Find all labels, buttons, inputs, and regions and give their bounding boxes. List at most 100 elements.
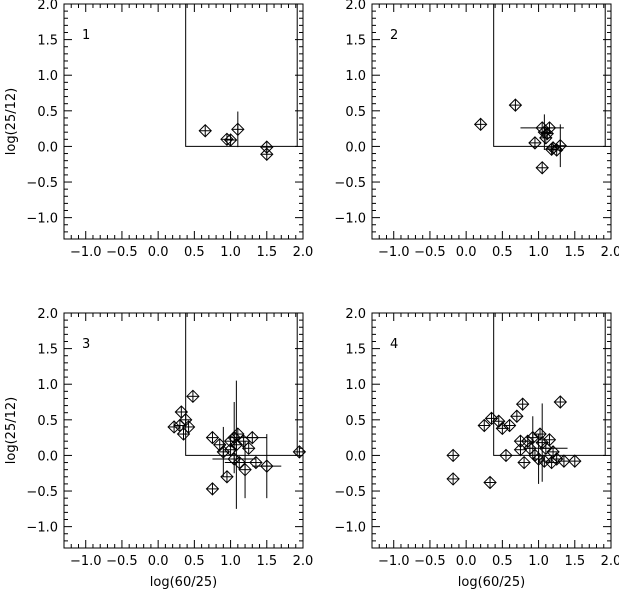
plot-frame: [371, 3, 612, 240]
x-tick-label: 1.0: [528, 554, 549, 569]
data-point: [446, 448, 460, 463]
data-point: [238, 441, 252, 499]
x-tick-label: 1.5: [564, 554, 585, 569]
data-point: [229, 380, 244, 509]
data-point: [510, 409, 524, 423]
data-point: [473, 117, 488, 132]
data-point: [546, 445, 560, 459]
x-tick-label: 0.0: [148, 245, 169, 260]
y-tick-label: 1.5: [345, 343, 366, 358]
selection-box: [185, 313, 298, 456]
data-point: [537, 114, 552, 150]
x-axis-label: log(60/25): [458, 575, 525, 590]
data-point: [231, 111, 245, 148]
x-tick-label: 0.5: [184, 245, 205, 260]
y-tick-label: 0.0: [345, 449, 366, 464]
data-point: [186, 389, 200, 404]
x-tick-label: 0.0: [456, 554, 477, 569]
x-tick-label: 1.5: [256, 554, 277, 569]
x-tick-label: −1.0: [70, 245, 102, 260]
data-point: [508, 98, 523, 112]
data-point: [446, 472, 460, 486]
data-point: [205, 430, 220, 445]
plot-frame: [371, 312, 612, 549]
x-tick-label: 2.0: [601, 554, 619, 569]
panel-2: −1.0 −0.5 0.0 0.5 1.0 1.5 2.0 −1.0 −0.5 0.0 0.5 1.0…: [334, 0, 619, 260]
y-tick-label: 2.0: [37, 0, 58, 13]
data-point: [528, 448, 542, 463]
selection-box: [493, 4, 606, 147]
y-tick-label: 1.0: [37, 378, 58, 393]
panel-label: 2: [390, 28, 398, 43]
y-tick-label: 0.0: [345, 140, 366, 155]
y-axis-label: log(25/12): [4, 88, 19, 155]
data-point: [216, 426, 231, 477]
panel-4: −1.0 −0.5 0.0 0.5 1.0 1.5 2.0 −1.0 −0.5 0.0 0.5 1.0…: [334, 307, 619, 590]
selection-box: [493, 313, 606, 456]
plot-frame: [63, 3, 304, 240]
data-point: [198, 124, 212, 138]
x-tick-label: 0.5: [492, 554, 513, 569]
plot-frame: [63, 312, 304, 549]
x-tick-label: 0.5: [184, 554, 205, 569]
y-tick-label: 1.5: [37, 34, 58, 49]
data-point: [524, 441, 568, 456]
data-point: [477, 418, 491, 433]
y-tick-label: −1.0: [26, 521, 58, 536]
data-point: [176, 427, 191, 441]
selection-box: [185, 4, 298, 147]
data-point: [492, 414, 506, 428]
x-tick-label: −0.5: [106, 554, 138, 569]
panel-1: −1.0 −0.5 0.0 0.5 1.0 1.5 2.0 −1.0 −0.5 0.0 0.5 1.0…: [4, 0, 313, 260]
data-point: [224, 455, 254, 470]
data-point: [515, 397, 530, 411]
data-point: [502, 418, 517, 433]
panel-label: 4: [390, 337, 398, 352]
data-point: [249, 455, 263, 470]
x-tick-label: 1.5: [256, 245, 277, 260]
data-point: [223, 133, 238, 147]
x-tick-label: 0.5: [492, 245, 513, 260]
data-point: [553, 395, 568, 409]
y-tick-label: 1.0: [345, 69, 366, 84]
y-tick-label: 0.5: [345, 414, 366, 429]
x-tick-label: 0.0: [148, 554, 169, 569]
y-tick-label: 0.5: [37, 414, 58, 429]
data-point: [553, 124, 568, 168]
x-axis-label: log(60/25): [150, 575, 217, 590]
y-tick-label: 1.0: [345, 378, 366, 393]
y-tick-label: −0.5: [334, 485, 366, 500]
data-point: [181, 420, 196, 434]
data-point: [557, 454, 571, 468]
y-axis-label: log(25/12): [4, 397, 19, 464]
x-tick-label: 1.0: [220, 245, 241, 260]
data-point: [252, 434, 282, 499]
y-tick-label: −1.0: [334, 521, 366, 536]
x-tick-label: 1.0: [220, 554, 241, 569]
y-tick-label: −0.5: [26, 176, 58, 191]
y-tick-label: 0.0: [37, 140, 58, 155]
data-point: [167, 420, 181, 434]
y-tick-label: −1.0: [334, 212, 366, 227]
y-tick-label: 0.5: [345, 105, 366, 120]
x-tick-label: −1.0: [378, 554, 410, 569]
y-tick-label: −0.5: [26, 485, 58, 500]
data-point: [205, 482, 220, 496]
data-point: [568, 454, 582, 468]
x-tick-label: −0.5: [414, 554, 446, 569]
y-tick-label: −1.0: [26, 212, 58, 227]
data-point: [517, 455, 531, 470]
data-point: [542, 433, 557, 447]
y-tick-label: 0.5: [37, 105, 58, 120]
y-tick-label: 1.0: [37, 69, 58, 84]
data-point: [549, 452, 564, 466]
x-tick-label: −1.0: [70, 554, 102, 569]
y-tick-label: 2.0: [345, 0, 366, 13]
data-point: [260, 147, 274, 161]
x-tick-label: 2.0: [293, 245, 314, 260]
panel-label: 3: [82, 337, 90, 352]
y-tick-label: −0.5: [334, 176, 366, 191]
data-point: [237, 430, 267, 445]
x-tick-label: 2.0: [601, 245, 619, 260]
